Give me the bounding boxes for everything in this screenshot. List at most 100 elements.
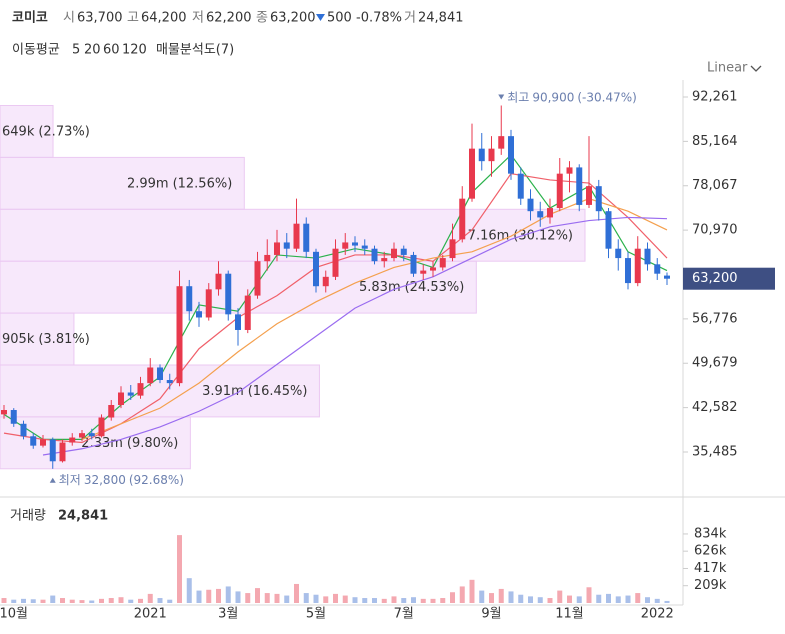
x-tick-label: 2022: [641, 607, 674, 622]
profile-bar: [0, 156, 245, 210]
volume-bar: [557, 590, 563, 603]
volume-bar: [391, 596, 397, 603]
volume-bar: [635, 593, 641, 603]
volume-bar: [245, 593, 251, 603]
ma-legend: 20: [84, 43, 101, 58]
volume-bar: [79, 600, 85, 603]
candle-body: [391, 248, 397, 259]
candle-body: [508, 136, 514, 174]
candle-body: [469, 148, 475, 199]
profile-percent: (30.12%): [513, 228, 573, 243]
candle-body: [478, 148, 485, 162]
volume-bar: [508, 591, 514, 603]
candle-body: [283, 242, 290, 249]
scale-toggle[interactable]: Linear: [707, 61, 748, 76]
quote-value: 63,200: [270, 11, 316, 26]
profile-percent: (2.73%): [38, 124, 89, 139]
candle-body: [352, 242, 358, 246]
profile-label: 3.91m (16.45%): [202, 383, 307, 398]
candle-body: [605, 211, 612, 249]
y-tick-label: 78,067: [692, 178, 738, 193]
volume-bar: [313, 594, 319, 603]
volume-tick-label: 626k: [694, 544, 727, 559]
candle-body: [196, 311, 202, 318]
candle-body: [537, 211, 544, 218]
volume-bar: [420, 598, 426, 603]
candle-body: [108, 405, 115, 418]
volume-bar: [654, 598, 660, 603]
ma-line: [81, 198, 668, 440]
volume-bar: [284, 595, 290, 603]
candle-body: [205, 289, 212, 318]
volume-bar: [615, 596, 621, 603]
profile-percent: (16.45%): [248, 383, 308, 398]
volume-tick-label: 834k: [694, 526, 727, 541]
candle-body: [166, 379, 173, 384]
volume-bar: [664, 600, 670, 603]
volume-bar: [157, 598, 163, 603]
candle-body: [322, 276, 329, 287]
candle-body: [10, 410, 17, 424]
change-percent: -0.78%: [356, 11, 402, 26]
candle-body: [88, 433, 95, 437]
volume-bar: [255, 588, 260, 603]
candle-body: [371, 248, 378, 262]
high-annotation: 최고 90,900 (-30.47%): [507, 90, 637, 104]
change-arrow: [316, 14, 325, 21]
quote-label: 저: [192, 11, 204, 26]
candle-body: [49, 439, 56, 462]
high-marker: [498, 94, 505, 100]
profile-label: 649k (2.73%): [2, 124, 90, 139]
candle-body: [264, 254, 271, 262]
volume-bar: [50, 595, 56, 603]
volume-bar: [30, 599, 36, 603]
candle-body: [449, 239, 456, 259]
volume-bar: [11, 599, 17, 603]
profile-bar: [0, 105, 54, 158]
candle-body: [576, 167, 583, 205]
profile-volume: 905k: [2, 332, 35, 347]
x-tick-label: 10월: [0, 607, 28, 622]
profile-volume: 649k: [2, 124, 35, 139]
volume-bar: [459, 586, 465, 603]
volume-bar: [625, 595, 631, 603]
low-label: 최저: [59, 472, 81, 486]
candle-body: [274, 242, 280, 255]
candle-body: [157, 367, 163, 380]
volume-bar: [567, 595, 572, 603]
volume-bar: [118, 597, 124, 603]
candle-body: [400, 248, 407, 255]
candle-body: [654, 264, 661, 274]
profile-bar: [0, 208, 586, 262]
candle-body: [566, 167, 573, 174]
candle-body: [625, 258, 631, 284]
quote-label: 종: [256, 11, 268, 26]
volume-title-value: 24,841: [58, 509, 108, 524]
volume-tick-label: 417k: [694, 561, 727, 576]
volume-bar: [216, 588, 221, 603]
volume-value: 24,841: [418, 11, 464, 26]
volume-bar: [167, 599, 173, 603]
candle-body: [644, 248, 651, 265]
candle-body: [127, 392, 134, 396]
y-tick-label: 49,679: [692, 356, 738, 371]
volume-bar: [381, 598, 387, 603]
candle-body: [40, 439, 46, 446]
volume-bar: [450, 592, 455, 603]
volume-bar: [333, 593, 338, 603]
candle-body: [235, 314, 241, 330]
low-marker: [49, 477, 56, 483]
candle-body: [332, 248, 339, 277]
volume-bar: [576, 596, 582, 603]
candle-body: [517, 173, 524, 199]
profile-label: 2.99m (12.56%): [127, 176, 232, 191]
candle-body: [118, 392, 124, 406]
x-tick-label: 9월: [481, 607, 501, 622]
volume-bar: [586, 587, 592, 603]
quote-label: 시: [63, 11, 75, 26]
volume-bar: [352, 597, 358, 603]
scale-chevron[interactable]: [750, 65, 762, 72]
volume-bar: [528, 596, 533, 603]
quote-value: 62,200: [206, 11, 252, 26]
